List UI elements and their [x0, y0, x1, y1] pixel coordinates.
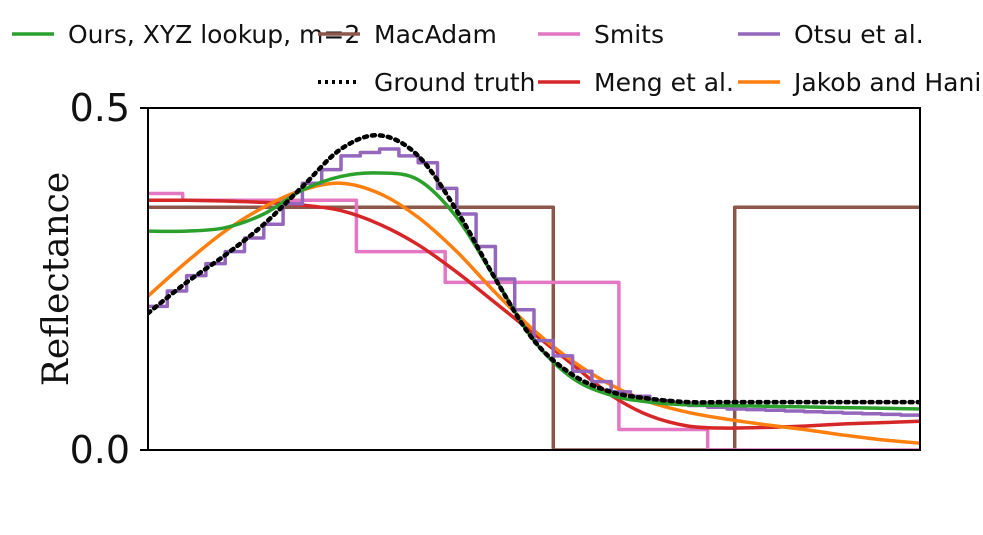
- legend-label: Otsu et al.: [794, 20, 924, 49]
- legend-item: Ours, XYZ lookup, m=2: [12, 20, 360, 49]
- series-layer: [148, 133, 920, 450]
- y-axis-ticks: 0.0 0.5: [70, 86, 148, 472]
- series-line-ground-truth: [148, 133, 920, 405]
- legend-label: Ground truth: [374, 68, 535, 97]
- legend-label: MacAdam: [374, 20, 497, 49]
- legend-item: Meng et al.: [538, 68, 734, 97]
- legend-label: Ours, XYZ lookup, m=2: [68, 20, 360, 49]
- series-line-macadam: [148, 205, 920, 450]
- plot-area-frame: [147, 107, 921, 451]
- legend-item: Jakob and Hanika: [738, 68, 983, 97]
- y-tick-label: 0.0: [70, 428, 130, 472]
- legend: Ours, XYZ lookup, m=2 MacAdam Smits Otsu et…: [12, 20, 983, 97]
- legend-item: Smits: [538, 20, 664, 49]
- legend-item: Ground truth: [318, 68, 535, 97]
- series-line-otsu-et-al: [148, 147, 920, 417]
- legend-item: MacAdam: [318, 20, 497, 49]
- legend-label: Jakob and Hanika: [792, 68, 983, 97]
- legend-item: Otsu et al.: [738, 20, 924, 49]
- legend-label: Smits: [594, 20, 664, 49]
- legend-label: Meng et al.: [594, 68, 734, 97]
- y-axis-label: Reflectance: [36, 172, 77, 386]
- y-tick-label: 0.5: [70, 86, 130, 130]
